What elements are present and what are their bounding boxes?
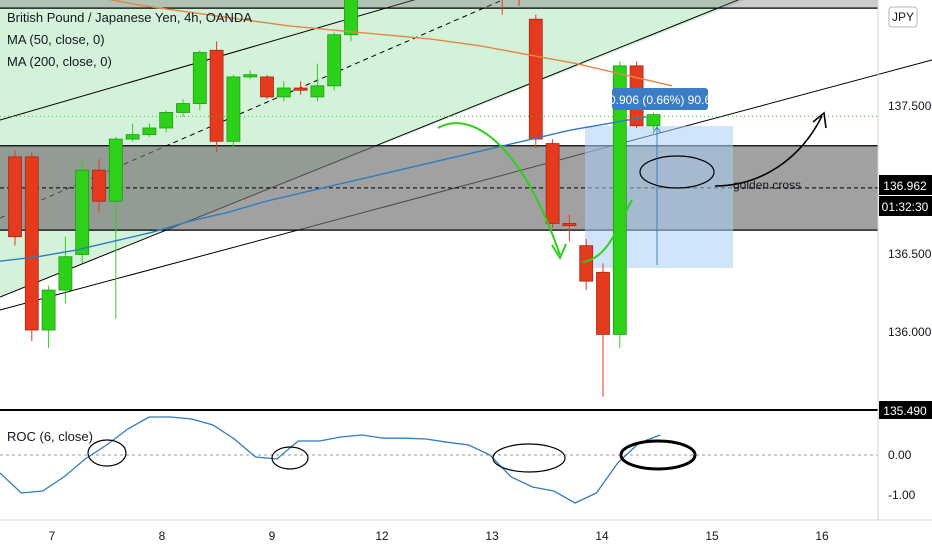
roc-tick-label: -1.00 [888, 488, 916, 502]
candle-body [125, 134, 140, 140]
candle-body [92, 169, 106, 202]
channel-upper-line [0, 0, 740, 298]
candle-body [545, 143, 560, 224]
countdown-box [879, 196, 932, 216]
currency-badge-label: JPY [892, 10, 914, 24]
candle-body [646, 114, 661, 127]
current-price-value: 136.962 [883, 179, 927, 193]
measure-label-text: 0.906 (0.66%) 90.6 [609, 93, 711, 107]
candle-body [243, 74, 258, 78]
candle-body [579, 245, 594, 282]
legend-ma50: MA (50, close, 0) [7, 32, 105, 47]
axes-layer [0, 0, 932, 521]
roc-highlight-circle [87, 439, 127, 467]
price-tick-label: 136.500 [888, 247, 932, 261]
low-marker-tag: 135.490 [879, 401, 932, 419]
green-curve-arrow-down [437, 122, 561, 256]
price-pane[interactable] [0, 0, 878, 397]
green-curve-arrow-up [582, 199, 633, 263]
roc-tick-label: 0.00 [888, 448, 912, 462]
currency-badge-box [888, 6, 918, 28]
time-tick-label: 16 [815, 529, 829, 543]
roc-line [0, 416, 661, 504]
candle-body [209, 49, 224, 142]
price-tick-label: 136.000 [888, 325, 932, 339]
candle-body [108, 138, 123, 202]
time-tick-label: 14 [595, 529, 609, 543]
candle-body [596, 271, 610, 335]
time-tick-label: 12 [375, 529, 389, 543]
legend: British Pound / Japanese Yen, 4h, OANDA … [7, 10, 252, 69]
candle-body [142, 127, 157, 136]
candle-body [260, 76, 274, 98]
measure-label[interactable]: 0.906 (0.66%) 90.6 [609, 88, 711, 110]
candle-body [344, 0, 358, 36]
candle-body [159, 112, 174, 129]
support-resistance-zone [0, 0, 878, 9]
time-tick-label: 9 [269, 529, 276, 543]
candle-body [24, 156, 39, 331]
golden-cross-circle [639, 155, 715, 189]
black-arrowhead [812, 111, 827, 129]
legend-ma200: MA (200, close, 0) [7, 54, 112, 69]
channel-top-line [0, 0, 416, 121]
countdown-value: 01:32:30 [882, 200, 929, 214]
price-tick-label: 137.500 [888, 99, 932, 113]
low-marker-value: 135.490 [883, 404, 927, 418]
background-layer [0, 0, 932, 311]
candle-body [75, 169, 90, 255]
roc-label: ROC (6, close) [7, 429, 93, 444]
candle-body [176, 103, 190, 113]
golden-cross-label: golden cross [733, 178, 801, 192]
roc-highlight-circle [271, 446, 309, 470]
candle-body [41, 289, 56, 331]
current-price-tag: 136.962 01:32:30 [879, 175, 932, 216]
green-arrowhead-down [551, 243, 567, 261]
candle-body [192, 52, 207, 104]
time-axis: 7 8 9 12 13 14 15 16 [49, 529, 829, 543]
candle-body [293, 87, 308, 91]
measure-arrow-head [652, 126, 662, 134]
price-axis-ticks: 137.500 136.500 136.000 0.00 -1.00 [888, 99, 932, 502]
time-tick-label: 13 [485, 529, 499, 543]
measure-label-box [612, 88, 708, 110]
current-price-box [879, 175, 932, 195]
time-tick-label: 15 [705, 529, 719, 543]
currency-badge[interactable]: JPY [888, 6, 918, 28]
legend-title: British Pound / Japanese Yen, 4h, OANDA [7, 10, 252, 25]
roc-pane[interactable] [0, 416, 878, 504]
ma50-line [0, 116, 647, 262]
candle-body [226, 76, 241, 142]
channel-fill [0, 0, 932, 297]
roc-highlight-circle [492, 443, 566, 473]
time-tick-label: 8 [159, 529, 166, 543]
roc-highlight-circle [619, 439, 697, 471]
candle-body [612, 65, 627, 335]
candle-body [310, 85, 325, 98]
black-curve-arrow [714, 115, 823, 187]
measure-range-box [585, 126, 733, 268]
low-marker-box [879, 401, 932, 419]
candle-body [528, 18, 543, 140]
ma200-line [108, 0, 673, 87]
candle-body [276, 87, 291, 98]
time-tick-label: 7 [49, 529, 56, 543]
candle-body [8, 156, 22, 238]
candle-body [58, 256, 73, 291]
candle-body [562, 223, 577, 227]
candle-body [327, 34, 342, 87]
